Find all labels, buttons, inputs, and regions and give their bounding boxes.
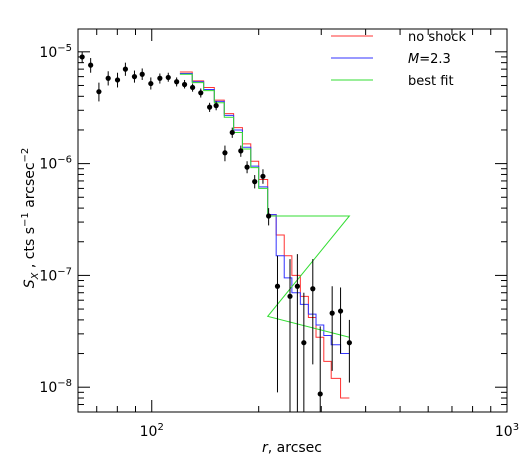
data-point [105, 75, 111, 81]
data-point [207, 104, 213, 110]
data-point [114, 77, 121, 83]
legend-label-no-shock: no shock [408, 30, 466, 45]
data-point [198, 90, 204, 96]
data-point [139, 71, 145, 77]
legend: no shock M=2.3 best fit [331, 30, 466, 89]
data-point [274, 283, 281, 289]
data-point [122, 66, 129, 72]
x-axis-label: r, arcsec [262, 440, 322, 456]
data-point [181, 81, 188, 88]
legend-label-m23: M=2.3 [408, 52, 451, 67]
series-line [179, 73, 351, 338]
data-point [238, 148, 244, 154]
data-point [310, 286, 316, 292]
x-tick-label: 103 [495, 422, 519, 440]
series-line [179, 71, 350, 399]
y-tick-label: 10−5 [39, 43, 72, 61]
x-tick-label: 102 [140, 422, 164, 440]
tick-labels: 102 103 10−5 10−6 10−7 10−8 [39, 43, 519, 440]
data-point [174, 79, 180, 85]
y-axis-label: SX , cts s−1 arcsec−2 [20, 148, 41, 289]
y-tick-label: 10−7 [39, 266, 72, 284]
data-point [96, 89, 102, 95]
data-point [287, 293, 293, 299]
data-point [252, 179, 258, 185]
data-point [244, 164, 250, 170]
series-line [179, 72, 350, 355]
data-point [189, 84, 196, 91]
data-points [79, 51, 352, 412]
data-point [346, 340, 352, 346]
data-point [157, 75, 163, 81]
data-point [229, 129, 235, 136]
data-point [266, 213, 272, 219]
data-point [131, 74, 138, 80]
data-point [79, 54, 85, 60]
plot-frame [77, 28, 508, 413]
data-point [317, 391, 323, 397]
data-point [329, 310, 335, 316]
data-point [337, 308, 344, 314]
data-point [88, 62, 94, 68]
data-point [294, 283, 300, 289]
data-point [260, 173, 266, 179]
data-point [222, 150, 228, 156]
data-point [165, 74, 171, 81]
data-point [148, 80, 154, 87]
y-tick-label: 10−8 [39, 378, 72, 396]
legend-label-best-fit: best fit [408, 74, 454, 89]
y-tick-label: 10−6 [39, 155, 72, 173]
axis-ticks [78, 29, 508, 413]
data-point [301, 340, 307, 346]
data-point [213, 103, 219, 109]
model-lines [179, 71, 351, 399]
